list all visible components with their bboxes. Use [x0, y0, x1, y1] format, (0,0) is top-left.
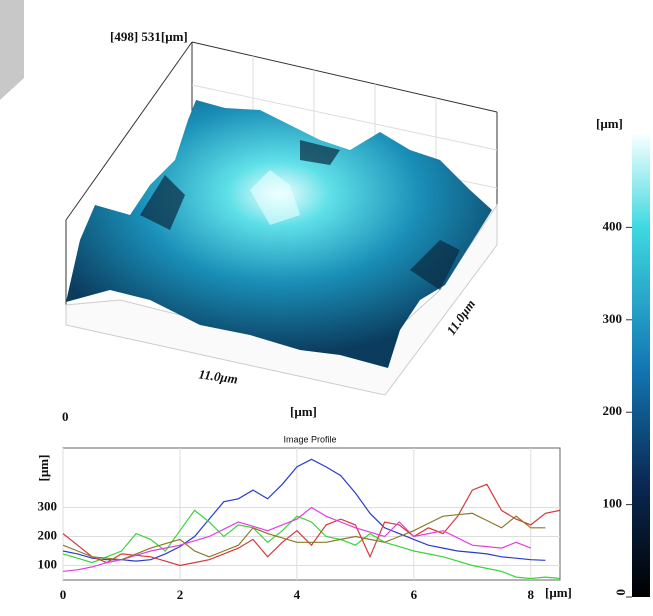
surface-origin: 0	[62, 409, 69, 424]
profile-line	[62, 458, 546, 562]
profile-plot-area	[62, 447, 561, 581]
colorbar-tick-label: 200	[603, 403, 623, 418]
colorbar-label: [μm]	[596, 116, 623, 131]
profile-title: Image Profile	[283, 434, 336, 444]
corner-decoration	[0, 0, 24, 100]
profile-line	[62, 506, 532, 572]
y-tick-label: 200	[38, 527, 58, 542]
surface-x-label: 11.0μm	[198, 366, 239, 386]
y-tick-label: 300	[38, 498, 58, 513]
profile-line	[62, 483, 561, 567]
x-tick-label: 0	[60, 587, 67, 602]
x-axis-label: [μm]	[545, 585, 572, 600]
x-tick-label: 8	[528, 587, 535, 602]
surface-shadow	[140, 140, 460, 290]
colorbar	[632, 135, 650, 597]
colorbar-tick-label: 300	[603, 311, 623, 326]
surface	[66, 100, 492, 368]
x-tick-label: 2	[177, 587, 184, 602]
colorbar-tick-label: 100	[603, 496, 623, 511]
profile-line	[62, 512, 546, 561]
y-axis-label: [μm]	[36, 455, 51, 482]
y-tick-label: 100	[38, 556, 58, 571]
surface-unit: [μm]	[290, 404, 317, 419]
surface-highlight	[250, 170, 300, 225]
x-tick-label: 4	[294, 587, 301, 602]
surface-title: [498] 531[μm]	[110, 29, 188, 44]
colorbar-tick-label: 0	[613, 589, 628, 596]
profile-line	[62, 509, 561, 580]
x-tick-label: 6	[411, 587, 418, 602]
colorbar-tick-label: 400	[603, 218, 623, 233]
